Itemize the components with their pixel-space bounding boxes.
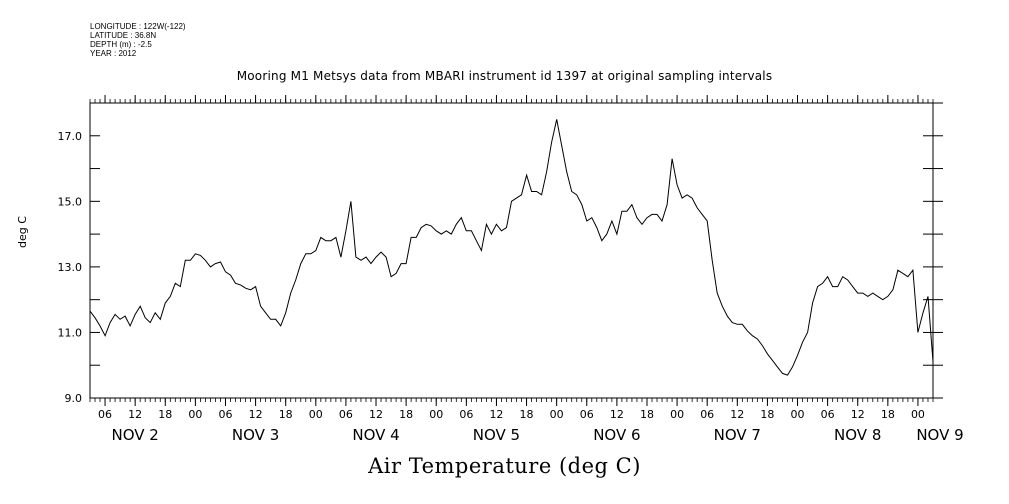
x-tick-label: 06 xyxy=(339,408,353,421)
x-tick-label: 18 xyxy=(399,408,413,421)
x-tick-label: 18 xyxy=(881,408,895,421)
x-day-label: NOV 4 xyxy=(352,426,399,444)
y-tick-label: 11.0 xyxy=(58,326,83,339)
chart-title: Mooring M1 Metsys data from MBARI instru… xyxy=(236,69,773,83)
x-tick-label: 12 xyxy=(128,408,142,421)
y-tick-label: 13.0 xyxy=(58,261,83,274)
x-tick-label: 12 xyxy=(369,408,383,421)
x-axis-title: Air Temperature (deg C) xyxy=(368,454,641,478)
x-tick-label: 00 xyxy=(911,408,925,421)
x-tick-label: 06 xyxy=(98,408,112,421)
x-day-label: NOV 7 xyxy=(714,426,761,444)
series-layer xyxy=(89,119,934,376)
longitude-text: LONGITUDE : 122W(-122) xyxy=(90,22,186,31)
x-tick-label: 00 xyxy=(670,408,684,421)
x-tick-label: 06 xyxy=(459,408,473,421)
x-tick-label: 18 xyxy=(158,408,172,421)
x-tick-label: 06 xyxy=(821,408,835,421)
x-tick-label: 00 xyxy=(550,408,564,421)
x-day-label: NOV 5 xyxy=(473,426,520,444)
x-tick-label: 18 xyxy=(279,408,293,421)
plot-frame xyxy=(89,102,934,399)
x-tick-label: 12 xyxy=(489,408,503,421)
x-tick-label: 12 xyxy=(730,408,744,421)
year-text: YEAR : 2012 xyxy=(90,49,137,58)
air-temperature-line xyxy=(89,119,934,376)
x-day-label: NOV 3 xyxy=(232,426,279,444)
x-day-label: NOV 6 xyxy=(593,426,640,444)
y-tick-label: 17.0 xyxy=(58,130,83,143)
x-tick-label: 18 xyxy=(760,408,774,421)
x-tick-label: 12 xyxy=(851,408,865,421)
latitude-text: LATITUDE : 36.8N xyxy=(90,31,157,40)
y-tick-label: 15.0 xyxy=(58,195,83,208)
x-tick-label: 06 xyxy=(218,408,232,421)
x-tick-label: 00 xyxy=(429,408,443,421)
y-tick-label: 9.0 xyxy=(65,392,83,405)
x-day-label: NOV 2 xyxy=(111,426,158,444)
x-day-label: NOV 9 xyxy=(916,426,963,444)
metadata-block: LONGITUDE : 122W(-122) LATITUDE : 36.8N DE… xyxy=(90,22,186,58)
axes-layer: 06 12 18 00 06 12 18 00 06 12 18 00 06 12 18 00 06 12 18 00… xyxy=(58,95,964,444)
x-day-label: NOV 8 xyxy=(834,426,881,444)
x-tick-label: 00 xyxy=(188,408,202,421)
x-tick-label: 12 xyxy=(610,408,624,421)
depth-text: DEPTH (m) : -2.5 xyxy=(90,40,152,49)
x-tick-label: 18 xyxy=(640,408,654,421)
x-tick-label: 06 xyxy=(700,408,714,421)
x-tick-label: 00 xyxy=(791,408,805,421)
x-tick-label: 06 xyxy=(580,408,594,421)
x-tick-label: 12 xyxy=(249,408,263,421)
x-tick-label: 18 xyxy=(520,408,534,421)
x-tick-label: 00 xyxy=(309,408,323,421)
